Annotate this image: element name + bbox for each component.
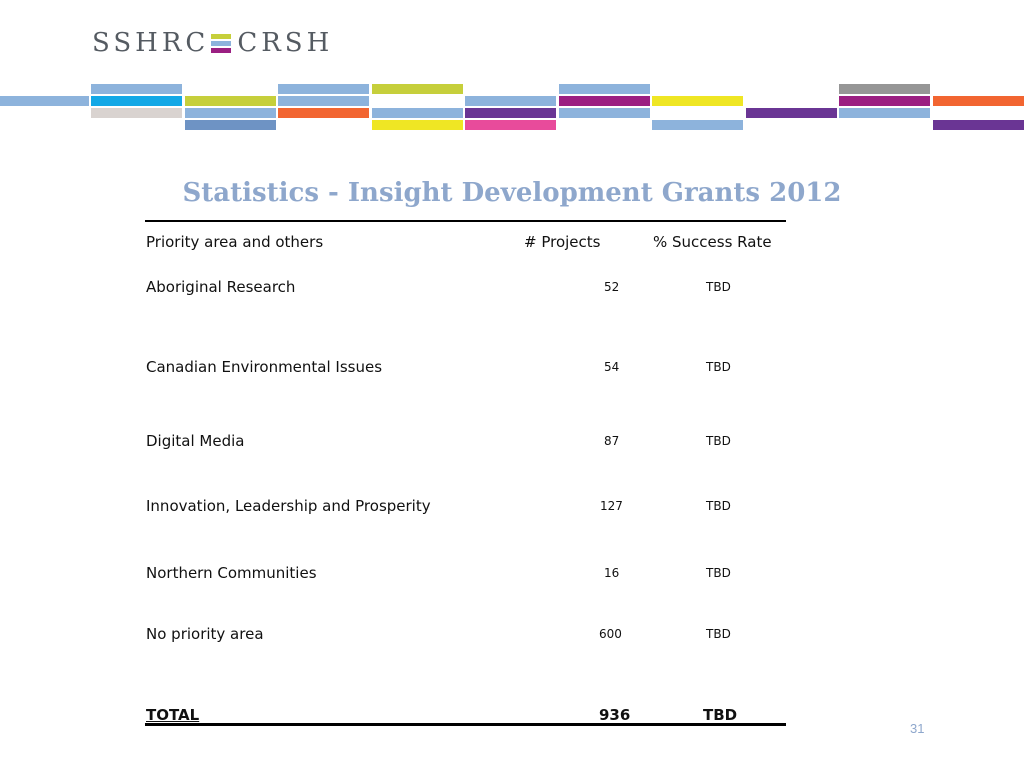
row-projects: 127 bbox=[600, 499, 623, 513]
row-projects: 52 bbox=[604, 280, 620, 294]
row-projects: 600 bbox=[599, 627, 622, 641]
row-area: Digital Media bbox=[146, 432, 245, 450]
color-band-block bbox=[559, 96, 650, 106]
color-band-block bbox=[185, 120, 276, 130]
row-success-rate: TBD bbox=[706, 360, 731, 374]
row-area: Northern Communities bbox=[146, 564, 317, 582]
color-band-block bbox=[278, 108, 369, 118]
total-label: TOTAL bbox=[146, 706, 200, 724]
row-projects: 16 bbox=[604, 566, 620, 580]
color-band-block bbox=[185, 108, 276, 118]
header-priority-area: Priority area and others bbox=[146, 233, 324, 251]
color-band-block bbox=[652, 96, 743, 106]
row-success-rate: TBD bbox=[706, 280, 731, 294]
color-band-block bbox=[933, 120, 1024, 130]
logo-text-sshrc: SSHRC bbox=[92, 28, 210, 58]
color-band-block bbox=[559, 108, 650, 118]
row-success-rate: TBD bbox=[706, 566, 731, 580]
page-number: 31 bbox=[910, 721, 925, 736]
color-band-block bbox=[839, 84, 930, 94]
color-band-block bbox=[465, 96, 556, 106]
color-band-block bbox=[91, 84, 182, 94]
page-title: Statistics - Insight Development Grants … bbox=[182, 178, 842, 208]
row-area: No priority area bbox=[146, 625, 264, 643]
header-success-rate: % Success Rate bbox=[653, 233, 772, 251]
color-band-block bbox=[465, 108, 556, 118]
color-band-block bbox=[746, 108, 837, 118]
color-band-block bbox=[839, 96, 930, 106]
logo-mark-icon bbox=[211, 33, 232, 53]
row-projects: 87 bbox=[604, 434, 620, 448]
row-projects: 54 bbox=[604, 360, 620, 374]
color-band-block bbox=[278, 84, 369, 94]
color-band-block bbox=[0, 96, 89, 106]
decorative-color-band bbox=[0, 84, 1024, 134]
header-projects: # Projects bbox=[524, 233, 601, 251]
sshrc-crsh-logo: SSHRC CRSH bbox=[92, 28, 334, 58]
color-band-block bbox=[559, 84, 650, 94]
color-band-block bbox=[465, 120, 556, 130]
row-area: Canadian Environmental Issues bbox=[146, 358, 383, 376]
row-area: Aboriginal Research bbox=[146, 278, 296, 296]
total-success-rate: TBD bbox=[703, 706, 738, 724]
color-band-block bbox=[372, 120, 463, 130]
total-projects: 936 bbox=[599, 706, 631, 724]
color-band-block bbox=[372, 108, 463, 118]
row-success-rate: TBD bbox=[706, 434, 731, 448]
color-band-block bbox=[839, 108, 930, 118]
table-top-rule bbox=[145, 220, 786, 222]
color-band-block bbox=[278, 96, 369, 106]
color-band-block bbox=[652, 120, 743, 130]
logo-text-crsh: CRSH bbox=[237, 28, 334, 58]
color-band-block bbox=[372, 84, 463, 94]
row-success-rate: TBD bbox=[706, 627, 731, 641]
table-bottom-rule bbox=[145, 723, 786, 726]
row-area: Innovation, Leadership and Prosperity bbox=[146, 497, 431, 515]
color-band-block bbox=[933, 96, 1024, 106]
color-band-block bbox=[91, 96, 182, 106]
color-band-block bbox=[185, 96, 276, 106]
row-success-rate: TBD bbox=[706, 499, 731, 513]
color-band-block bbox=[91, 108, 182, 118]
